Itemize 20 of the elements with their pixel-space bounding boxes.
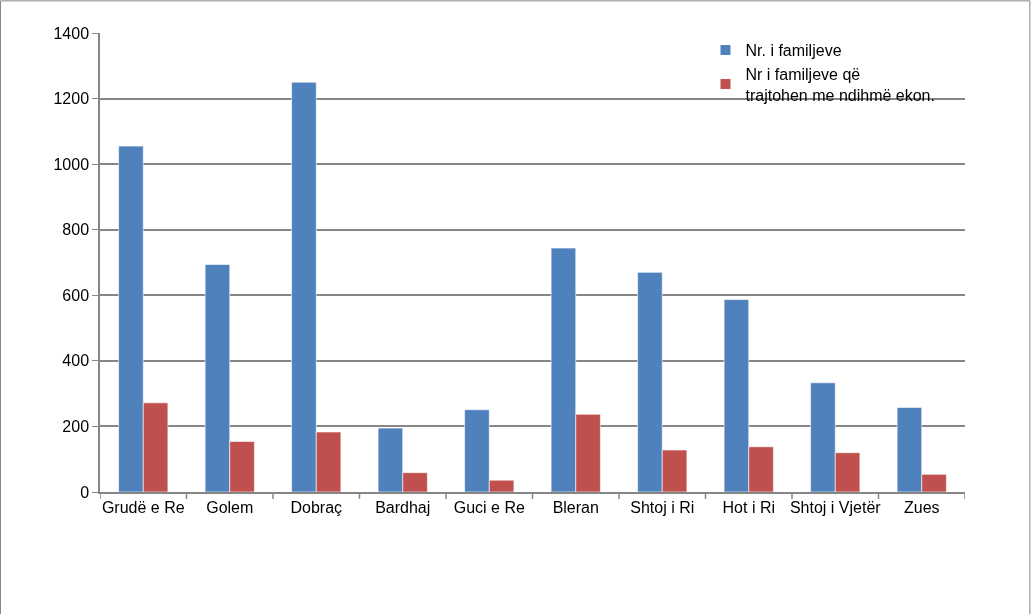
legend-label: Nr. i familjeve — [745, 42, 842, 60]
y-tick-label: 1400 — [53, 24, 90, 42]
x-tick-label: Golem — [206, 498, 254, 516]
x-tick-label: Shtoj i Ri — [630, 498, 695, 516]
x-tick-label: Dobraç — [290, 498, 343, 516]
x-tick-label: Bardhaj — [375, 498, 431, 516]
x-tick-label: Grudë e Re — [101, 498, 185, 516]
x-tick-label: Shtoj i Vjetër — [789, 498, 882, 516]
y-tick-label: 600 — [62, 286, 90, 304]
x-tick-label: Bleran — [552, 498, 599, 516]
y-tick-label: 800 — [62, 221, 90, 239]
y-tick-label: 400 — [62, 352, 90, 370]
y-tick-label: 1000 — [53, 155, 90, 173]
y-tick-label: 1200 — [53, 90, 90, 108]
x-tick-label: Zues — [903, 498, 940, 516]
legend-label: Nr i familjeve që trajtohen me ndihmë ekon. — [745, 65, 935, 104]
y-tick-label: 0 — [80, 483, 90, 501]
x-tick-label: Guci e Re — [453, 498, 525, 516]
x-tick-label: Hot i Ri — [722, 498, 775, 516]
y-tick-label: 200 — [62, 418, 90, 436]
